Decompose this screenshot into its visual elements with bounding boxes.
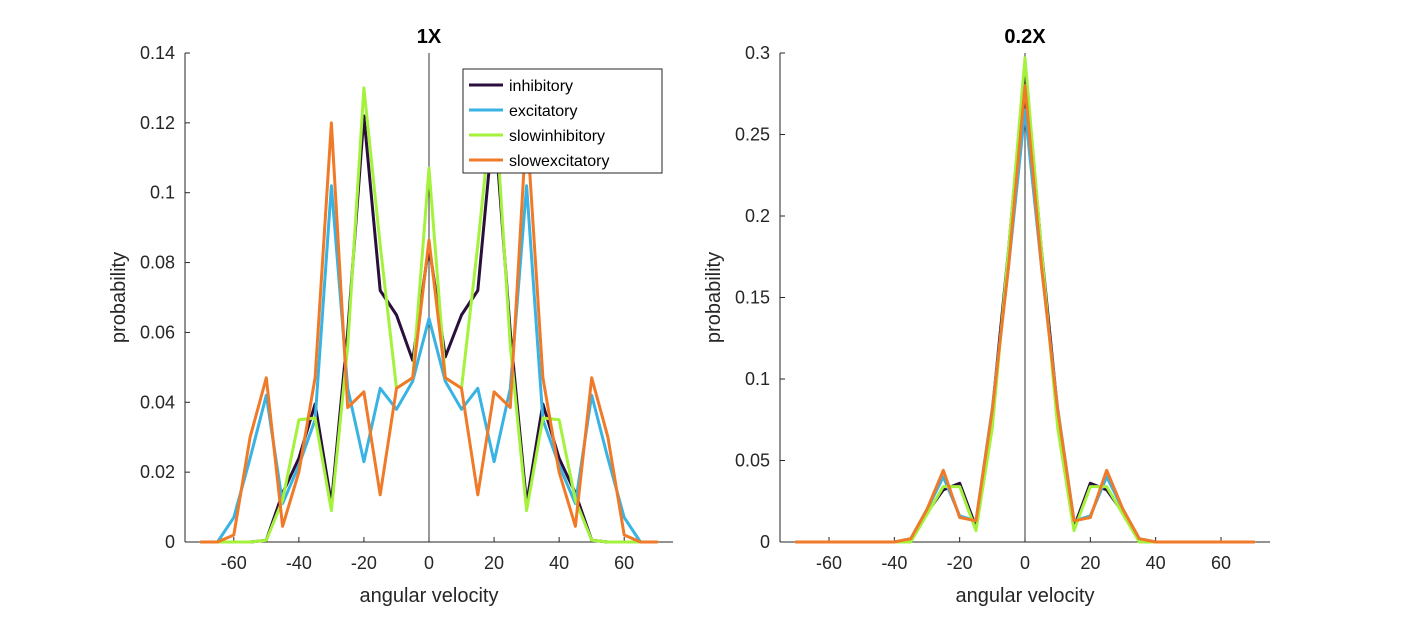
y-tick-label: 0.2 <box>745 206 770 226</box>
x-tick-label: 40 <box>1146 553 1166 573</box>
y-tick-label: 0.08 <box>140 253 175 273</box>
x-tick-label: 20 <box>484 553 504 573</box>
y-tick-label: 0.25 <box>735 125 770 145</box>
legend-box <box>462 68 663 174</box>
x-axis-label: angular velocity <box>956 585 1095 607</box>
x-tick-label: -60 <box>221 553 247 573</box>
chart-panel-2: -60 -40 -20 0 20 40 60 0 0.05 0.1 0.15 0.2 0.25 0.3 an… <box>703 26 1270 607</box>
legend-label-excitatory: excitatory <box>509 103 577 120</box>
y-tick-label: 0.14 <box>140 43 175 63</box>
y-tick-label: 0.05 <box>735 451 770 471</box>
legend-label-slowexcitatory: slowexcitatory <box>509 153 609 170</box>
y-tick-label: 0.1 <box>745 369 770 389</box>
legend: inhibitory excitatory slowinhibitory slowex… <box>462 68 663 174</box>
series-line-slowexcitatory <box>794 84 1256 544</box>
y-tick-label: 0.3 <box>745 43 770 63</box>
y-tick-label: 0.04 <box>140 392 175 412</box>
y-axis-label: probability <box>703 252 725 343</box>
legend-label-slowinhibitory: slowinhibitory <box>509 128 605 145</box>
x-tick-label: 40 <box>549 553 569 573</box>
x-tick-label: -60 <box>816 553 842 573</box>
series-line-slowinhibitory <box>199 86 659 544</box>
x-tick-label: -40 <box>881 553 907 573</box>
y-tick-label: 0.12 <box>140 113 175 133</box>
x-tick-label: 0 <box>1020 553 1030 573</box>
x-tick-label: 0 <box>424 553 434 573</box>
x-tick-label: 20 <box>1080 553 1100 573</box>
x-tick-label: -20 <box>947 553 973 573</box>
y-tick-label: 0.15 <box>735 288 770 308</box>
chart-title: 0.2X <box>1004 26 1046 48</box>
y-tick-label: 0.02 <box>140 462 175 482</box>
chart-title: 1X <box>417 26 442 48</box>
x-axis-label: angular velocity <box>360 585 499 607</box>
y-tick-label: 0 <box>760 532 770 552</box>
x-tick-label: -40 <box>286 553 312 573</box>
x-tick-label: -20 <box>351 553 377 573</box>
y-tick-label: 0.06 <box>140 322 175 342</box>
y-tick-label: 0 <box>165 532 175 552</box>
x-tick-label: 60 <box>1211 553 1231 573</box>
chart-panel-1: -60 -40 -20 0 20 40 60 0 0.02 0.04 0.06 0.08 0.1 0.12… <box>108 26 673 607</box>
y-tick-label: 0.1 <box>150 183 175 203</box>
legend-label-inhibitory: inhibitory <box>509 78 573 95</box>
x-tick-label: 60 <box>614 553 634 573</box>
series-line-slowexcitatory <box>199 121 659 544</box>
y-axis-label: probability <box>108 252 130 343</box>
